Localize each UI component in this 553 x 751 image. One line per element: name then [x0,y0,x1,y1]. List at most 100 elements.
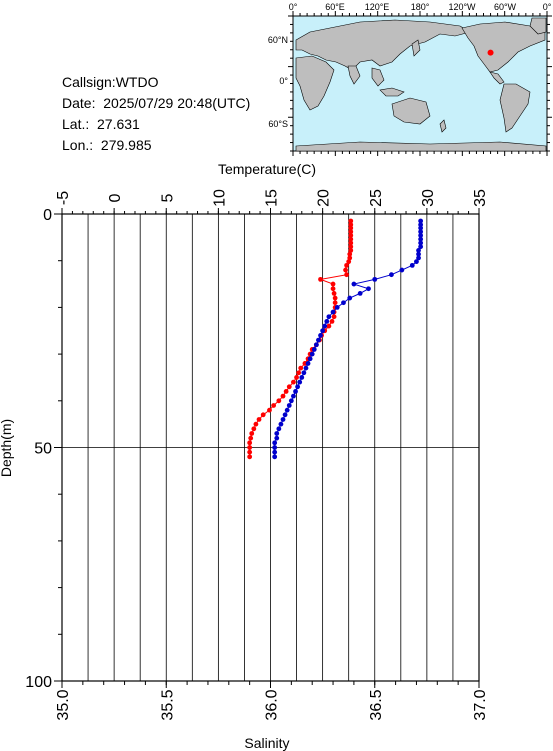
salinity-point [272,449,278,455]
salinity-point [416,251,421,257]
temperature-point [280,393,286,399]
salinity-tick-label: 35.5 [159,689,176,720]
temperature-point [346,259,352,265]
temperature-point [347,255,353,261]
salinity-point [316,337,321,343]
date-text: Date: 2025/07/29 20:48(UTC) [62,95,251,111]
salinity-tick-label: 37.0 [472,689,489,720]
map-left-label: 60°N [268,35,288,45]
temperature-point [331,290,337,296]
temperature-point [271,403,277,408]
salinity-point [286,403,292,408]
temperature-point [326,323,332,329]
temperature-point [253,421,259,427]
map-top-label: 0° [289,2,298,12]
salinity-point [274,431,280,436]
salinity-point [389,272,394,278]
depth-tick-label: 0 [43,207,52,224]
chart-grid [54,214,479,681]
salinity-point [418,225,424,231]
temperature-line [249,221,352,457]
temperature-point [276,398,282,404]
map-top-label: 0° [543,2,552,12]
temperature-point [332,300,338,306]
salinity-point [272,454,278,460]
salinity-point [418,233,424,238]
salinity-point [282,412,288,418]
salinity-tick-label: 36.5 [368,689,385,720]
salinity-point [418,229,424,235]
salinity-point [418,218,424,224]
temperature-point [286,384,292,390]
temperature-point [330,286,336,292]
map-top-label: 180° [411,2,430,12]
salinity-tick-label: 36.0 [264,689,281,720]
temperature-point [343,267,348,273]
temperature-tick-label: 0 [107,193,124,202]
temperature-point [344,272,350,278]
salinity-point [299,375,305,380]
salinity-point [399,267,405,273]
temperature-point [247,440,253,446]
salinity-point [297,379,303,385]
salinity-point [351,281,357,287]
temperature-point [248,435,254,441]
salinity-point [305,361,311,366]
salinity-point [291,393,296,399]
temperature-point [294,375,299,380]
salinity-point [357,290,363,296]
chart-series [247,218,424,460]
callsign-text: Callsign:WTDO [62,74,159,90]
temperature-point [329,319,335,324]
temperature-point [247,454,253,460]
temperature-tick-label: 30 [420,189,437,207]
temperature-point [296,370,302,376]
map-land [295,17,547,152]
depth-tick-label: 50 [34,441,52,458]
temperature-axis-label: Temperature(C) [218,161,316,177]
temperature-point [348,225,354,231]
map-left-label: 60°S [268,119,288,129]
map-top-label: 60°W [494,2,517,12]
salinity-point [274,435,280,441]
temperature-tick-label: 20 [316,189,333,207]
temperature-tick-label: 10 [211,189,228,207]
station-marker [487,49,494,56]
temperature-tick-label: 5 [159,193,176,202]
temperature-point [260,412,266,418]
salinity-point [326,314,332,320]
salinity-point [322,323,328,329]
salinity-point [324,319,330,324]
salinity-point [284,407,290,413]
salinity-point [278,421,284,427]
salinity-point [330,309,336,315]
salinity-tick-label: 35.0 [55,689,72,720]
temperature-point [256,417,262,422]
salinity-point [280,417,286,422]
map-left-label: 0° [279,76,288,86]
salinity-point [272,445,278,450]
temperature-tick-label: 15 [264,189,281,207]
salinity-point [347,295,353,301]
salinity-point [372,276,378,282]
temperature-point [330,281,336,287]
salinity-point [303,365,309,371]
salinity-point [416,248,421,253]
salinity-point [311,347,317,352]
world-map: 0° 60°E 120°E 180° 120°W 60°W 0° 60°N 0°… [268,2,552,156]
latitude-text: Lat.: 27.631 [62,116,140,132]
salinity-axis-label: Salinity [244,735,289,751]
temperature-point [318,276,323,282]
salinity-point [293,389,298,394]
temperature-point [348,244,354,250]
map-top-label: 120°E [365,2,390,12]
salinity-point [366,286,371,292]
temperature-tick-label: 35 [472,189,489,207]
temperature-point [344,262,350,268]
depth-axis-label: Depth(m) [0,419,14,477]
salinity-point [418,244,424,250]
salinity-point [307,356,313,362]
salinity-point [416,255,421,261]
salinity-point [272,440,278,446]
salinity-point [414,259,419,265]
